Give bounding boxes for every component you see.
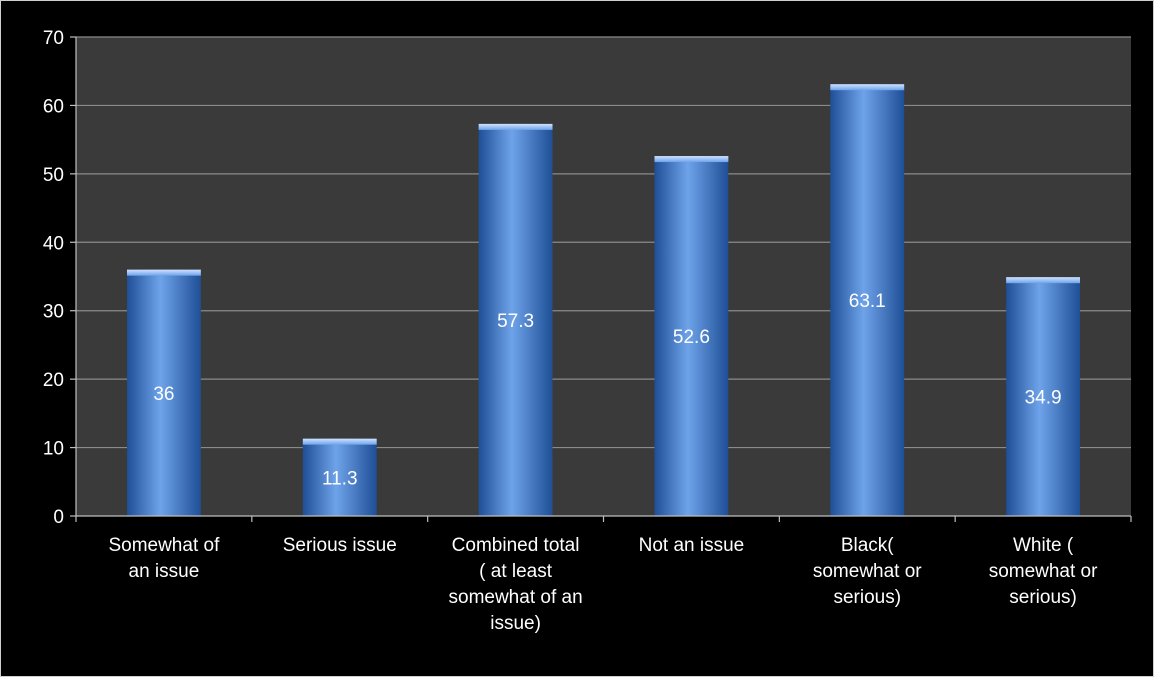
x-category-label: Black( somewhat or serious) [813, 535, 922, 608]
y-tick-label: 30 [43, 302, 64, 323]
bar-cap [1006, 277, 1081, 284]
x-category-label-line: Combined total [452, 535, 580, 556]
bar-cap [126, 269, 201, 276]
y-tick-label: 10 [43, 439, 64, 460]
data-label: 34.9 [1025, 388, 1062, 409]
bar [654, 156, 729, 516]
data-label: 36 [153, 384, 174, 405]
y-tick-label: 50 [43, 165, 64, 186]
x-category-label-line: Somewhat of [108, 535, 220, 556]
bar-cap [478, 123, 553, 130]
x-category-label-line: ( at least [479, 561, 553, 582]
plot-area [76, 37, 1131, 516]
y-tick-label: 40 [43, 233, 64, 254]
x-category-label: Not an issue [639, 535, 745, 556]
bar-cap [654, 156, 729, 163]
y-tick-label: 70 [43, 28, 64, 49]
labels: 0 10 20 30 40 50 60 70 36 Somewhat of an issue 11.3… [43, 28, 1098, 634]
x-category-label: White ( somewhat or serious) [989, 535, 1098, 608]
bars [126, 84, 1081, 517]
x-category-label-line: serious) [833, 587, 901, 608]
axes [70, 36, 1132, 522]
x-category-label-line: White ( [1013, 535, 1074, 556]
x-category-label-line: Not an issue [639, 535, 745, 556]
y-tick-label: 60 [43, 96, 64, 117]
bar [478, 123, 553, 516]
x-category-label-line: somewhat of an [449, 587, 583, 608]
bar [302, 438, 377, 516]
x-category-label-line: somewhat or [989, 561, 1098, 582]
bar [830, 84, 905, 517]
bar-cap [302, 438, 377, 445]
bar [126, 269, 201, 516]
x-category-label: Somewhat of an issue [108, 535, 220, 582]
x-category-label-line: issue) [490, 613, 541, 634]
data-label: 52.6 [673, 327, 710, 348]
x-category-label-line: an issue [129, 561, 200, 582]
bar [1006, 277, 1081, 516]
gridlines [76, 36, 1131, 449]
bar-cap [830, 84, 905, 91]
y-tick-label: 20 [43, 370, 64, 391]
data-label: 57.3 [497, 311, 534, 332]
y-tick-label: 0 [53, 507, 64, 528]
x-category-label-line: somewhat or [813, 561, 922, 582]
x-category-label-line: Black( [841, 535, 894, 556]
x-category-label: Serious issue [283, 535, 397, 556]
x-category-label: Combined total ( at least somewhat of an is… [449, 535, 583, 634]
x-category-label-line: Serious issue [283, 535, 397, 556]
data-label: 63.1 [849, 291, 886, 312]
data-label: 11.3 [322, 468, 358, 489]
x-category-label-line: serious) [1009, 587, 1077, 608]
